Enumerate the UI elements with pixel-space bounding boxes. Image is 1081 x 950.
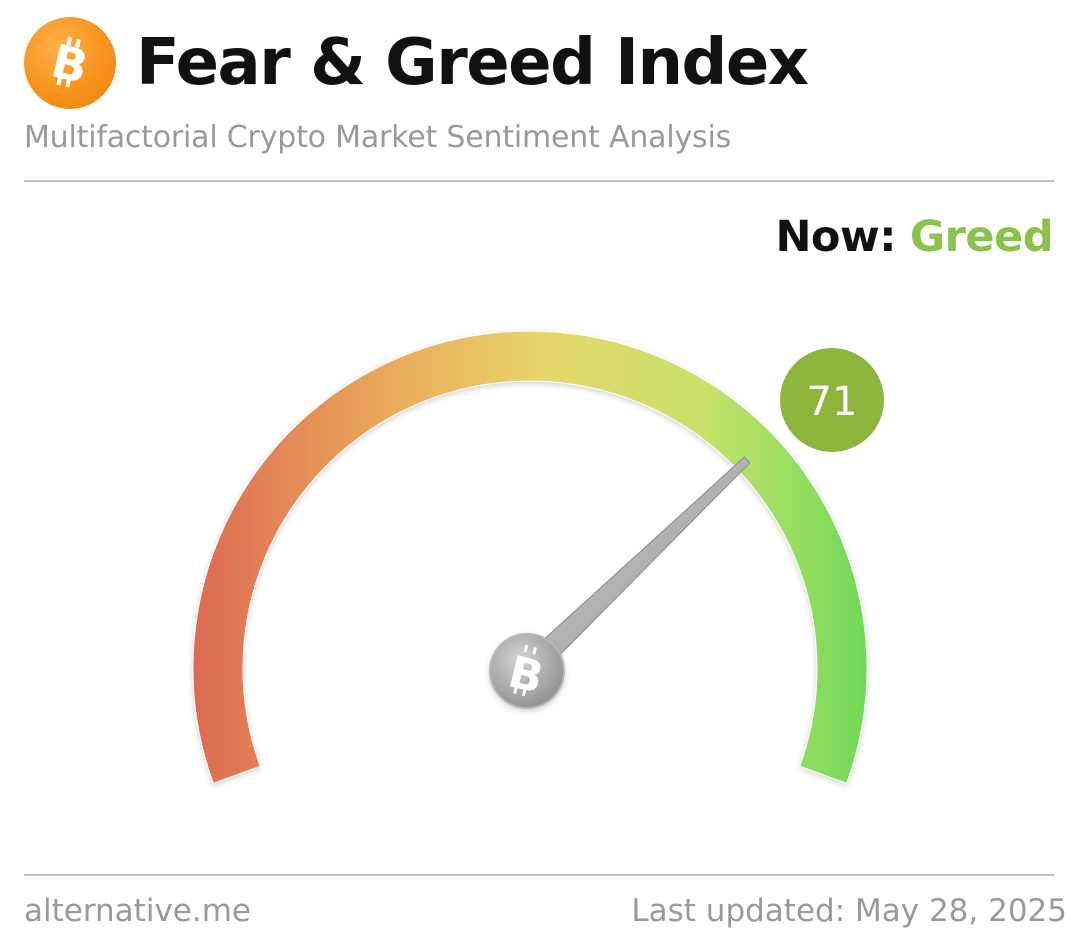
page-subtitle: Multifactorial Crypto Market Sentiment A… bbox=[24, 120, 732, 155]
gauge-hub-bitcoin-icon: B bbox=[489, 633, 565, 709]
status-value: Greed bbox=[909, 212, 1054, 262]
last-updated: Last updated: May 28, 2025 bbox=[631, 893, 1067, 929]
gauge-value-badge: 71 bbox=[780, 348, 884, 452]
current-status: Now: Greed bbox=[775, 212, 1053, 262]
divider-top bbox=[24, 180, 1054, 182]
source-link[interactable]: alternative.me bbox=[24, 893, 251, 929]
divider-bottom bbox=[24, 874, 1054, 876]
gauge-value-text: 71 bbox=[807, 379, 858, 425]
gauge-arc bbox=[192, 330, 868, 784]
bitcoin-logo-icon: B bbox=[24, 17, 116, 109]
header: B Fear & Greed Index bbox=[24, 16, 809, 110]
page-title: Fear & Greed Index bbox=[136, 26, 809, 100]
status-label: Now: bbox=[775, 212, 896, 262]
fear-greed-gauge: B 71 bbox=[192, 330, 884, 784]
